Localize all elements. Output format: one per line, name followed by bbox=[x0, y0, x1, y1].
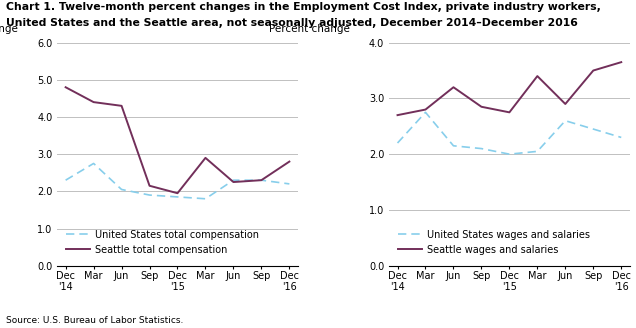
Legend: United States total compensation, Seattle total compensation: United States total compensation, Seattl… bbox=[62, 226, 263, 258]
Text: United States and the Seattle area, not seasonally adjusted, December 2014–Decem: United States and the Seattle area, not … bbox=[6, 18, 578, 28]
Text: Source: U.S. Bureau of Labor Statistics.: Source: U.S. Bureau of Labor Statistics. bbox=[6, 316, 184, 325]
Text: Percent change: Percent change bbox=[269, 24, 350, 34]
Text: Chart 1. Twelve-month percent changes in the Employment Cost Index, private indu: Chart 1. Twelve-month percent changes in… bbox=[6, 2, 601, 11]
Text: Percent change: Percent change bbox=[0, 24, 18, 34]
Legend: United States wages and salaries, Seattle wages and salaries: United States wages and salaries, Seattl… bbox=[394, 226, 594, 258]
